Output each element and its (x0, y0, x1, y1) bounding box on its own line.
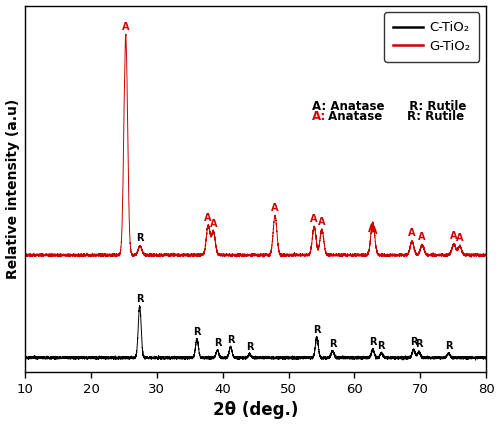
Text: A: A (408, 228, 416, 238)
Text: A: Anatase      R: Rutile: A: Anatase R: Rutile (312, 100, 466, 113)
Text: R: R (136, 233, 144, 244)
Text: R: R (214, 338, 221, 348)
Text: A: A (318, 217, 326, 227)
Legend: C-TiO₂, G-TiO₂: C-TiO₂, G-TiO₂ (384, 12, 480, 62)
Text: A: A (418, 232, 426, 242)
Text: R: R (246, 342, 254, 352)
Text: R: R (378, 341, 385, 351)
Text: A: A (450, 231, 458, 241)
Text: A: A (368, 224, 376, 233)
Text: R: R (313, 325, 320, 335)
X-axis label: 2θ (deg.): 2θ (deg.) (213, 402, 298, 419)
Text: R: R (369, 337, 376, 347)
Text: R: R (410, 337, 418, 347)
Text: A: A (370, 227, 377, 236)
Text: A: A (204, 213, 212, 223)
Text: R: R (193, 327, 200, 337)
Text: A: A (210, 218, 217, 229)
Text: A: A (122, 22, 130, 32)
Text: Anatase      R: Rutile: Anatase R: Rutile (324, 110, 464, 123)
Text: A:: A: (312, 110, 326, 123)
Text: A: A (456, 233, 464, 244)
Text: R: R (415, 340, 422, 349)
Text: R: R (227, 334, 234, 345)
Text: A: A (272, 203, 279, 213)
Text: R: R (445, 341, 452, 351)
Text: R: R (329, 338, 336, 348)
Text: R: R (136, 294, 143, 304)
Y-axis label: Relative intensity (a.u): Relative intensity (a.u) (6, 99, 20, 279)
Text: A: A (310, 214, 318, 224)
